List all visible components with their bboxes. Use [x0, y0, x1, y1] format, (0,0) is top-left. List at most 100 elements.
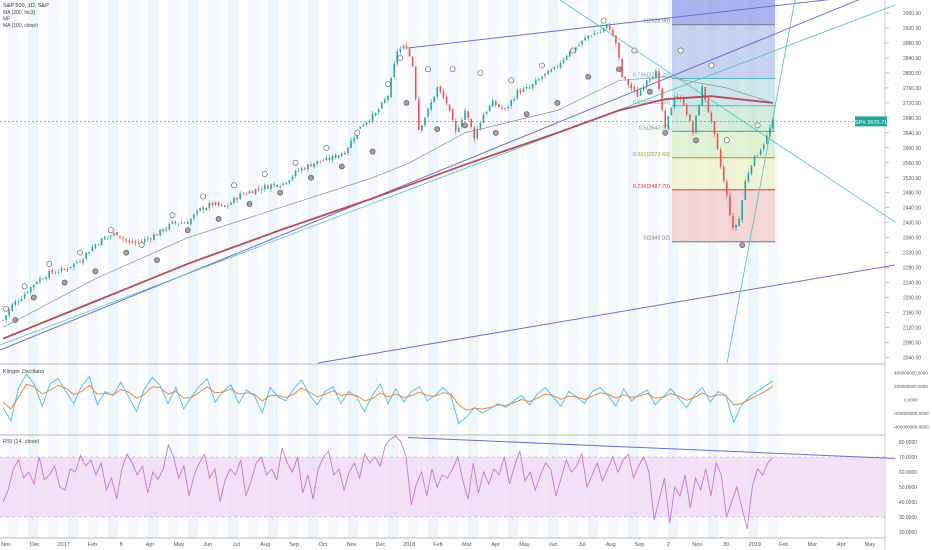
candle-body [405, 45, 408, 50]
candle-body [267, 185, 269, 189]
candle-body [76, 262, 78, 263]
time-tick-label: Oct [319, 542, 328, 548]
klinger-line [2, 373, 774, 425]
candle-body [131, 241, 134, 243]
time-tick-label: Nov [692, 542, 702, 548]
klinger-tick-label: 0.0000 [904, 398, 918, 403]
fib-zone [672, 24, 775, 79]
candle-body [621, 58, 623, 77]
candle-body [270, 184, 272, 189]
column-shade [388, 0, 398, 538]
candle-body [402, 46, 405, 49]
signal-marker [261, 171, 268, 177]
signal-marker [677, 47, 684, 54]
candle-body [359, 126, 362, 129]
column-shade [628, 0, 638, 538]
signal-marker [154, 257, 160, 263]
column-shade [428, 0, 438, 538]
column-shade [608, 0, 618, 538]
candle-body [304, 168, 306, 170]
column-shade [668, 0, 678, 538]
candle-body [202, 207, 204, 211]
signal-marker [323, 144, 330, 151]
signal-marker [569, 47, 576, 54]
candle-body [575, 47, 577, 51]
price-tick-label: 2320.00 [903, 251, 921, 257]
candle-body [347, 147, 349, 154]
candle-body [713, 121, 716, 135]
candle-body [341, 153, 343, 157]
signal-marker [77, 249, 83, 256]
price-tick-label: 2840.00 [903, 56, 921, 62]
candle-body [608, 24, 611, 30]
signal-marker [554, 100, 561, 106]
time-tick-label: May [519, 542, 530, 548]
candle-body [559, 62, 562, 68]
candle-body [85, 252, 87, 259]
candle-body [199, 207, 201, 211]
candle-body [556, 66, 559, 68]
signal-marker [646, 88, 653, 95]
signal-marker [425, 66, 431, 73]
signal-marker [308, 174, 314, 181]
candle-body [106, 236, 109, 238]
signal-marker [708, 62, 715, 69]
candle-body [294, 170, 297, 177]
signal-marker [92, 268, 99, 275]
price-tick-label: 2200.00 [903, 296, 921, 302]
time-tick-label: May [865, 542, 876, 548]
candle-body [193, 214, 195, 219]
candle-body [353, 137, 355, 142]
candle-body [257, 188, 260, 190]
candle-body [223, 205, 226, 208]
candle-body [738, 218, 740, 226]
candle-body [624, 76, 626, 79]
candle-body [300, 168, 303, 171]
candle-body [599, 31, 602, 33]
column-shade [8, 0, 18, 538]
candle-body [553, 66, 556, 70]
signal-marker [246, 201, 253, 207]
candle-body [48, 270, 50, 278]
candle-body [735, 225, 737, 228]
signal-marker [403, 100, 410, 106]
candle-body [433, 96, 435, 103]
signal-marker [631, 47, 638, 54]
legend-entry: MA (200, hlc3) [3, 10, 36, 16]
candle-body [143, 239, 146, 242]
signal-marker [449, 66, 456, 73]
candle-body [461, 119, 463, 127]
candle-body [319, 160, 322, 162]
candle-body [618, 42, 620, 58]
candle-body [254, 189, 257, 195]
candle-body [399, 48, 402, 52]
column-shade [128, 0, 138, 538]
column-shade [368, 0, 378, 538]
candle-body [384, 99, 386, 103]
candle-body [470, 119, 472, 127]
candle-body [88, 252, 91, 254]
candle-body [97, 244, 100, 246]
candle-body [233, 197, 235, 204]
candle-body [732, 215, 734, 229]
signal-marker [585, 73, 592, 80]
time-tick-label: Jun [549, 542, 558, 548]
candle-body [146, 238, 149, 240]
candle-body [390, 78, 392, 98]
price-tick-label: 2120.00 [903, 325, 921, 331]
column-shade [248, 0, 258, 538]
time-tick-label: May [174, 542, 185, 548]
column-shade [708, 0, 718, 538]
candle-body [313, 163, 315, 167]
candle-body [227, 205, 229, 207]
candle-body [285, 182, 288, 185]
column-shade [108, 0, 118, 538]
candle-body [150, 238, 152, 240]
candle-body [260, 189, 263, 191]
candle-body [722, 167, 725, 181]
signal-marker [385, 81, 391, 88]
time-tick-label: Mar [462, 542, 472, 548]
candle-body [772, 119, 774, 129]
fib-zone [672, 0, 775, 25]
candle-body [279, 186, 281, 188]
